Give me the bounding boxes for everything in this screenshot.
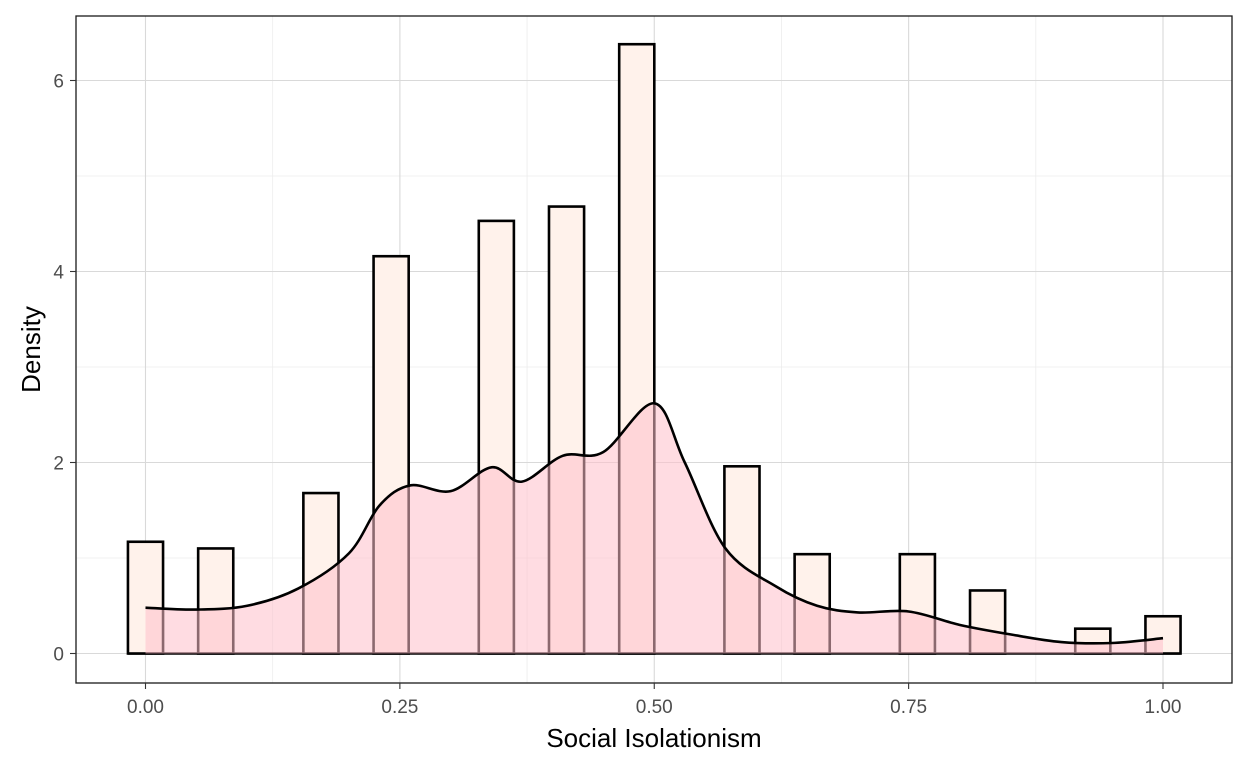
y-axis-title: Density <box>16 306 46 393</box>
x-axis-title: Social Isolationism <box>546 723 761 753</box>
x-tick-label: 0.75 <box>890 697 927 718</box>
x-tick-label: 1.00 <box>1145 697 1182 718</box>
x-tick-label: 0.50 <box>636 697 673 718</box>
density-line <box>145 401 1164 645</box>
density-area <box>145 403 1163 654</box>
y-tick-label: 4 <box>53 263 64 284</box>
x-tick-label: 0.25 <box>381 697 418 718</box>
y-tick-label: 0 <box>53 645 64 666</box>
density-curve <box>145 401 1164 654</box>
y-tick-label: 6 <box>53 72 64 93</box>
axes: 0.00 0.25 0.50 0.75 1.00 0 2 4 6 <box>53 15 1233 718</box>
y-tick-label: 2 <box>53 454 64 475</box>
x-tick-label: 0.00 <box>127 697 164 718</box>
